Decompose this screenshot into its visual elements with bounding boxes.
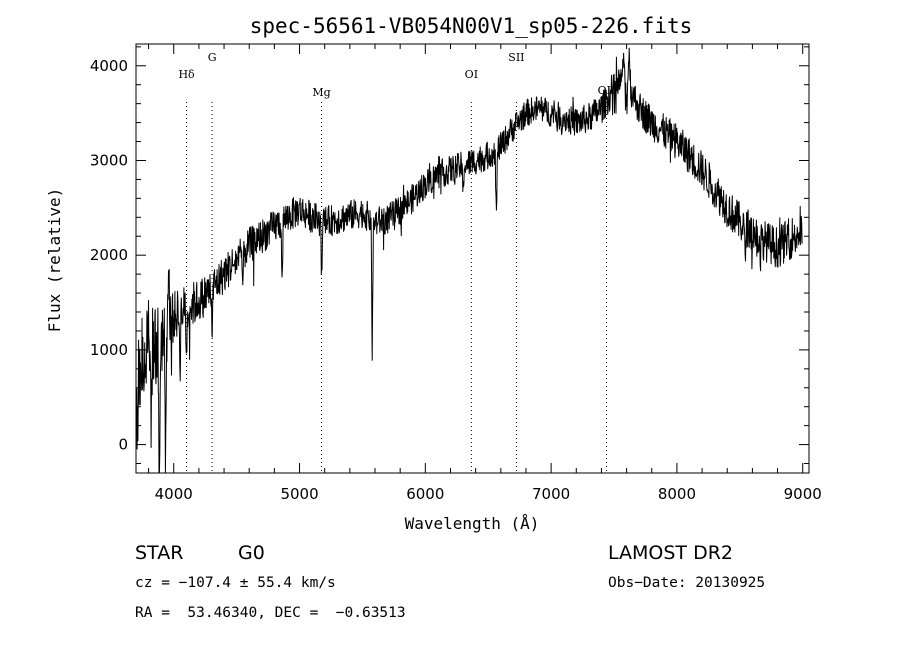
sky-coordinates: RA = 53.46340, DEC = −0.63513 xyxy=(135,605,406,621)
plot-frame xyxy=(135,43,810,474)
object-subclass: G0 xyxy=(238,542,265,564)
x-tick-label-1: 5000 xyxy=(280,485,318,503)
y-axis-ticks xyxy=(136,46,809,465)
x-tick-label-0: 4000 xyxy=(155,485,193,503)
y-tick-label-3: 3000 xyxy=(90,151,128,169)
x-tick-label-2: 6000 xyxy=(406,485,444,503)
x-axis-tick-labels: 4000 5000 6000 7000 8000 9000 xyxy=(155,485,822,503)
y-tick-label-1: 1000 xyxy=(90,341,128,359)
x-axis-ticks xyxy=(148,44,804,473)
x-axis-label: Wavelength (Å) xyxy=(405,514,540,533)
spectral-line-markers xyxy=(186,102,607,473)
spectral-line-label-3: OI xyxy=(465,68,478,81)
y-tick-label-4: 4000 xyxy=(90,57,128,75)
x-tick-label-4: 8000 xyxy=(658,485,696,503)
y-axis-label: Flux (relative) xyxy=(45,188,64,333)
x-tick-label-5: 9000 xyxy=(784,485,822,503)
observation-date: Obs−Date: 20130925 xyxy=(608,575,766,591)
spectrum-series-line xyxy=(135,47,803,474)
redshift-value: cz = −107.4 ± 55.4 km/s xyxy=(135,575,336,591)
spectral-line-label-0: Hδ xyxy=(178,68,195,81)
spectral-line-label-1: G xyxy=(208,51,217,64)
survey-name: LAMOST DR2 xyxy=(608,542,733,564)
y-axis-tick-labels: 0 1000 2000 3000 4000 xyxy=(90,57,128,454)
chart-title: spec-56561-VB054N00V1_sp05-226.fits xyxy=(250,14,693,38)
y-tick-label-2: 2000 xyxy=(90,246,128,264)
object-class: STAR xyxy=(135,542,184,564)
x-tick-label-3: 7000 xyxy=(532,485,570,503)
spectral-line-label-4: SII xyxy=(508,51,524,64)
spectral-line-label-2: Mg xyxy=(312,86,330,99)
y-tick-label-0: 0 xyxy=(118,436,128,454)
